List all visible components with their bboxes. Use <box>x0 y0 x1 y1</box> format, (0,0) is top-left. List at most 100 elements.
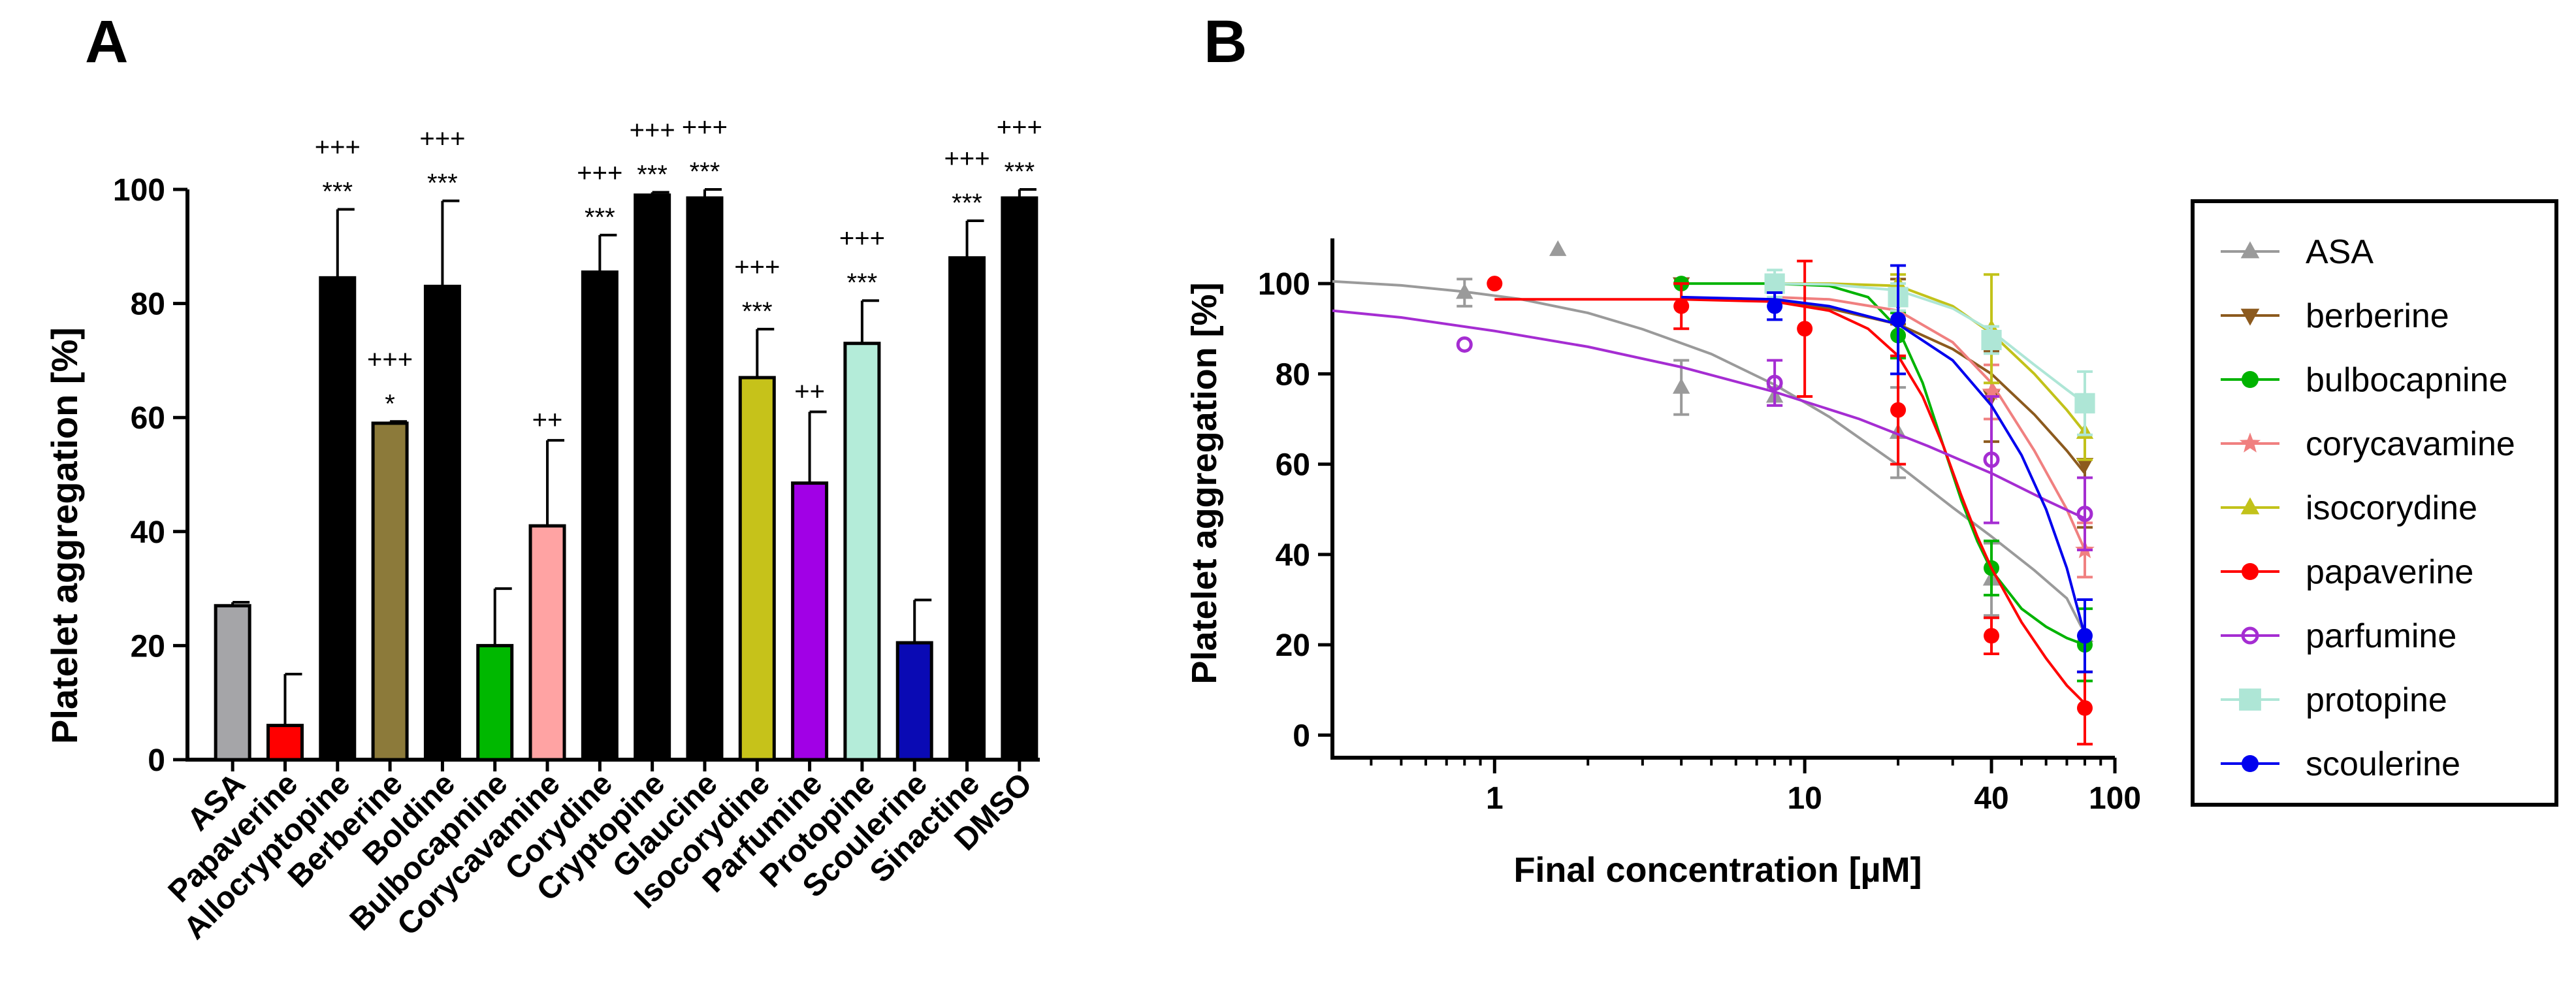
panel-a-bar <box>423 284 461 762</box>
series-parfumine-point <box>1983 451 2000 468</box>
panel-b-x-tick-label: 10 <box>1787 781 1822 816</box>
panel-b-y-axis-label: Platelet aggregation [%] <box>1185 282 1224 684</box>
legend-ASA-label: ASA <box>2306 233 2374 271</box>
series-papaverine-point <box>1890 402 1907 418</box>
legend-papaverine-label: papaverine <box>2306 553 2473 591</box>
series-berberine-point <box>2076 458 2094 474</box>
legend-ASA-marker <box>2240 241 2260 259</box>
legend-isocorydine-label: isocorydine <box>2306 489 2477 527</box>
panel-a-letter: A <box>85 8 128 75</box>
series-papaverine-point <box>1673 298 1690 314</box>
panel-a-significance-stars: *** <box>952 189 982 218</box>
legend-protopine-marker <box>2239 688 2261 711</box>
panel-b-letter: B <box>1204 8 1247 75</box>
series-scoulerine-point <box>1767 298 1783 314</box>
series-parfumine <box>1332 309 2093 551</box>
panel-a-bar <box>528 524 566 762</box>
series-papaverine-fit-line <box>1494 298 2086 705</box>
panel-b-x-tick-label: 100 <box>2089 781 2141 816</box>
series-ASA-point <box>1456 283 1473 299</box>
series-papaverine <box>1487 259 2093 746</box>
legend-isocorydine-marker <box>2240 497 2260 515</box>
panel-a-significance-plus: +++ <box>839 224 885 253</box>
series-scoulerine <box>1681 264 2093 673</box>
series-scoulerine-point <box>2076 628 2093 644</box>
series-ASA <box>1332 240 2094 673</box>
series-corycavamine <box>1775 295 2095 579</box>
legend-corycavamine-label: corycavamine <box>2306 425 2515 463</box>
series-ASA-point <box>1672 378 1690 394</box>
panel-a-y-tick-label: 20 <box>131 629 165 664</box>
panel-b-line-chart: Platelet aggregation [%] Final concentra… <box>1185 199 2558 890</box>
series-ASA-point <box>1549 240 1567 256</box>
legend-bulbocapnine-label: bulbocapnine <box>2306 361 2507 399</box>
panel-a-bar <box>266 724 304 762</box>
legend-corycavamine-marker <box>2239 432 2261 453</box>
panel-a-bar <box>581 270 619 762</box>
legend-parfumine-label: parfumine <box>2306 617 2456 655</box>
panel-a-significance-plus: ++ <box>794 377 825 406</box>
series-bulbocapnine <box>1673 276 2093 683</box>
legend-parfumine-marker <box>2241 626 2259 645</box>
panel-a-bar <box>738 376 776 762</box>
series-berberine-fit-line <box>1681 295 2086 474</box>
panel-a-significance-stars: *** <box>690 157 720 186</box>
legend-berberine-label: berberine <box>2306 297 2449 335</box>
panel-a-significance-plus: +++ <box>734 253 780 282</box>
legend-box <box>2191 199 2558 807</box>
panel-a-significance-stars: *** <box>585 203 615 232</box>
panel-a-significance-plus: +++ <box>419 124 465 153</box>
panel-a-y-tick-label: 60 <box>131 401 165 436</box>
panel-b-y-tick-label: 60 <box>1276 448 1310 483</box>
panel-a-significance-plus: +++ <box>944 144 990 173</box>
series-protopine-fit-line <box>1775 282 2086 404</box>
panel-a-bar <box>319 276 357 762</box>
panel-a-significance-stars: *** <box>742 297 773 326</box>
panel-a-bar <box>686 196 724 762</box>
legend-bulbocapnine-marker <box>2242 371 2259 388</box>
panel-a-bar <box>634 193 671 762</box>
panel-a-y-tick-label: 40 <box>131 515 165 550</box>
panel-a-bar <box>948 256 986 762</box>
series-papaverine-point <box>1487 276 1503 292</box>
series-parfumine-point <box>1766 374 1783 391</box>
panel-b-y-tick-label: 20 <box>1276 628 1310 663</box>
panel-a-significance-stars: *** <box>427 169 458 197</box>
series-protopine-point <box>2074 393 2095 413</box>
series-corycavamine-fit-line <box>1775 295 2086 551</box>
panel-a-bar <box>843 342 881 762</box>
panel-a-bar <box>895 641 933 762</box>
series-papaverine-point <box>1984 628 2000 644</box>
series-papaverine-point <box>2076 700 2093 716</box>
legend-berberine-marker <box>2240 308 2260 326</box>
panel-b-y-tick-label: 100 <box>1258 267 1310 302</box>
panel-b-y-tick-label: 80 <box>1276 357 1310 392</box>
panel-a-significance-plus: +++ <box>315 133 361 162</box>
panel-a-bar <box>371 421 409 762</box>
panel-b-y-tick-label: 40 <box>1276 538 1310 573</box>
series-parfumine-point <box>2076 506 2093 523</box>
panel-a-bar <box>791 481 829 762</box>
panel-a-y-tick-label: 0 <box>148 743 165 778</box>
series-scoulerine-fit-line <box>1681 295 2086 636</box>
panel-a-y-axis-label: Platelet aggregation [%] <box>44 327 85 744</box>
panel-b-x-axis-label: Final concentration [µM] <box>1513 850 1922 890</box>
series-protopine-point <box>1981 329 2002 351</box>
panel-a-significance-plus: +++ <box>682 113 728 142</box>
panel-a-significance-plus: +++ <box>577 159 622 187</box>
series-corycavamine-point <box>1982 381 2001 400</box>
panel-a-significance-stars: *** <box>637 160 668 189</box>
panel-a-bar <box>214 604 251 762</box>
panel-a-y-tick-label: 80 <box>131 287 165 322</box>
legend-scoulerine-label: scoulerine <box>2306 745 2460 783</box>
panel-b-x-tick-label: 1 <box>1486 781 1504 816</box>
panel-a-bar <box>476 643 514 762</box>
panel-b-y-tick-label: 0 <box>1293 719 1310 753</box>
panel-a-significance-plus: +++ <box>367 345 413 374</box>
panel-a-y-tick-label: 100 <box>113 173 165 208</box>
legend-protopine-label: protopine <box>2306 681 2447 719</box>
series-scoulerine-point <box>1890 312 1907 328</box>
panel-a-significance-stars: *** <box>1004 157 1035 186</box>
panel-a-bar-chart: Platelet aggregation [%] 020406080100ASA… <box>44 113 1042 946</box>
series-protopine-point <box>1764 273 1785 294</box>
